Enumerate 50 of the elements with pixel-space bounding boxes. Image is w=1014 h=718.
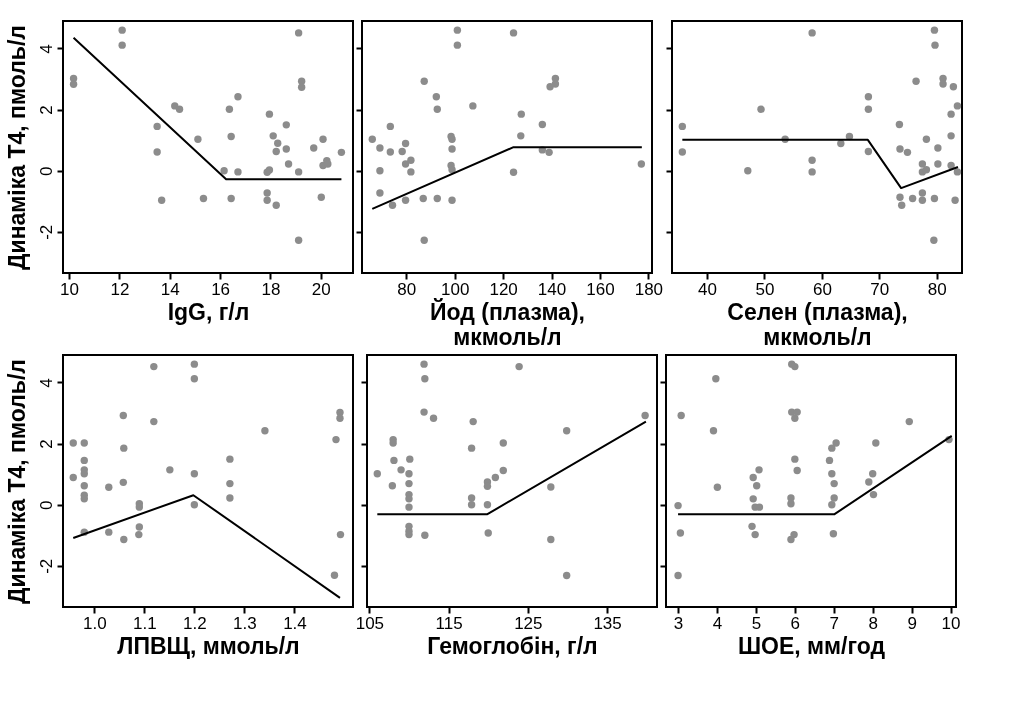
x-tick-label: 140 — [537, 279, 567, 299]
y-tick-label: 2 — [36, 439, 56, 449]
x-tick-label: 120 — [489, 279, 518, 299]
x-tick-label: 3 — [673, 613, 684, 633]
y-tick-label: 0 — [36, 500, 56, 510]
x-tick-label: 105 — [355, 613, 385, 633]
y-tick-label: 4 — [36, 378, 56, 388]
x-axis-title: Селен (плазма), мкмоль/л — [727, 298, 908, 350]
x-tick-label: 115 — [435, 613, 463, 633]
x-tick-label: 160 — [586, 279, 615, 299]
x-tick-label: 12 — [110, 279, 130, 299]
x-tick-label: 50 — [755, 279, 775, 299]
x-tick-label: 70 — [870, 279, 890, 299]
y-tick-label: 4 — [36, 44, 56, 54]
y-tick-label: -2 — [36, 224, 56, 240]
x-tick-label: 14 — [160, 279, 180, 299]
y-tick-label: -2 — [36, 558, 56, 574]
x-tick-label: 4 — [712, 613, 723, 633]
x-axis-title: ШОЕ, мм/год — [737, 632, 886, 659]
x-axis-title: Гемоглобін, г/л — [427, 632, 598, 659]
x-tick-label: 1.2 — [183, 613, 207, 633]
y-tick-label: 2 — [36, 105, 56, 115]
x-tick-label: 180 — [634, 279, 664, 299]
x-tick-label: 10 — [941, 613, 961, 633]
y-tick-label: 0 — [36, 166, 56, 176]
x-tick-label: 1.3 — [233, 613, 257, 633]
x-tick-label: 1.0 — [82, 613, 107, 633]
y-axis-title: Динаміка T4, пмоль/л — [3, 25, 30, 270]
x-tick-label: 80 — [397, 279, 417, 299]
x-tick-label: 5 — [751, 613, 762, 633]
x-tick-label: 1.1 — [133, 613, 157, 633]
x-tick-label: 40 — [698, 279, 717, 299]
x-tick-label: 9 — [907, 613, 917, 633]
x-axis-title: IgG, г/л — [167, 298, 250, 325]
x-tick-label: 18 — [261, 279, 281, 299]
x-tick-label: 1.4 — [283, 613, 307, 633]
x-tick-label: 125 — [514, 613, 543, 633]
x-axis-title: ЛПВЩ, ммоль/л — [117, 632, 300, 659]
x-tick-label: 16 — [211, 279, 231, 299]
x-tick-label: 60 — [812, 279, 832, 299]
x-tick-label: 100 — [441, 279, 470, 299]
x-tick-label: 20 — [311, 279, 331, 299]
x-tick-label: 6 — [790, 613, 801, 633]
x-tick-label: 7 — [829, 613, 840, 633]
x-tick-label: 80 — [927, 279, 947, 299]
y-axis-title: Динаміка T4, пмоль/л — [3, 359, 30, 604]
x-tick-label: 8 — [868, 613, 878, 633]
x-tick-label: 135 — [593, 613, 622, 633]
x-axis-title: Йод (плазма), мкмоль/л — [430, 297, 585, 350]
x-tick-label: 10 — [60, 279, 79, 299]
